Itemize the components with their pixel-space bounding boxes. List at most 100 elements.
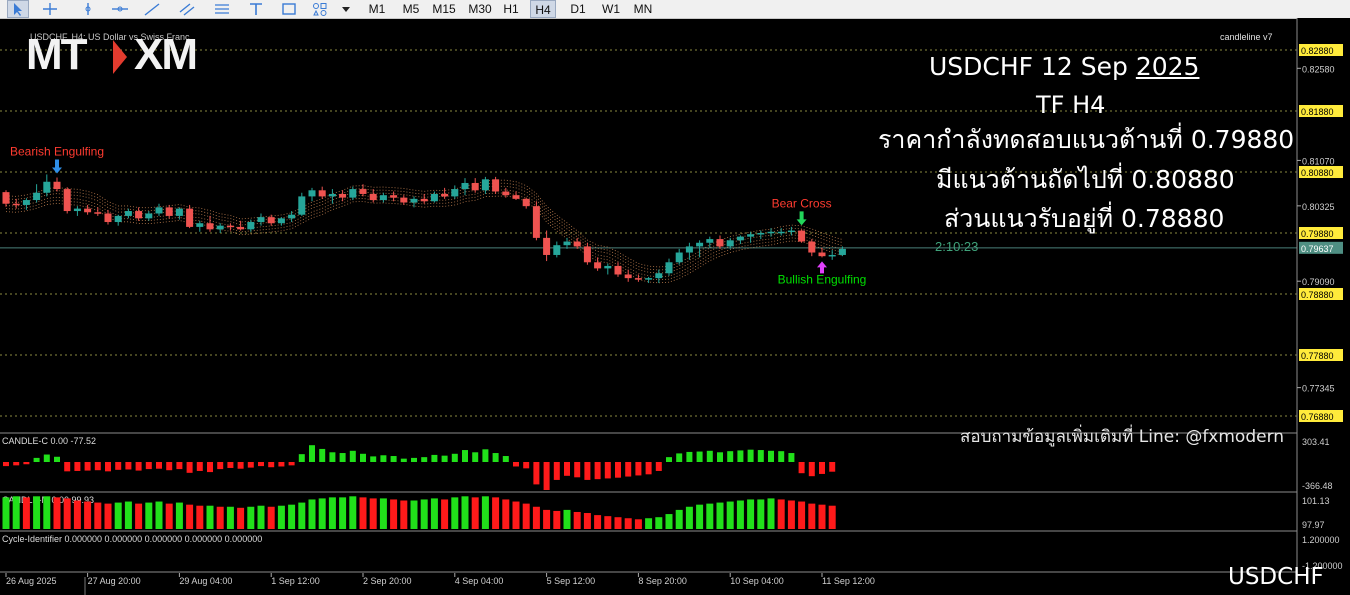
candle-body (430, 193, 438, 202)
candle (553, 241, 561, 258)
trendline-icon[interactable] (142, 1, 162, 17)
candle-m-bar (390, 499, 398, 529)
candle (196, 220, 204, 232)
candle-body (665, 262, 673, 274)
pane-caption: CANDLE-C 0.00 -77.52 (2, 436, 96, 446)
candle-body (277, 218, 285, 224)
candle (624, 269, 632, 282)
candle-m-bar (624, 518, 632, 529)
candle-c-bar (706, 450, 713, 462)
headline: USDCHF 12 Sep 2025 (929, 52, 1199, 81)
candle-c-bar (196, 462, 203, 471)
candle-m-bar (685, 506, 693, 529)
candle-body (43, 181, 51, 193)
candle-body (441, 193, 449, 197)
candle (247, 219, 255, 232)
candle (175, 207, 183, 220)
candle (124, 208, 132, 219)
candle (777, 228, 785, 236)
level-lines (0, 49, 1297, 417)
x-tick-label: 27 Aug 20:00 (88, 576, 141, 586)
timeframe-m1[interactable]: M1 (368, 2, 386, 16)
timeframe-w1[interactable]: W1 (602, 2, 620, 16)
level-price-tag (1299, 227, 1343, 239)
candle-c-bar (207, 462, 213, 473)
candle (155, 203, 163, 216)
candle-c-bar (360, 453, 366, 462)
candle-m-bar (237, 507, 245, 529)
candle (114, 214, 122, 226)
level-price-label: 0.80880 (1301, 168, 1334, 178)
candle-c-bar (411, 457, 417, 462)
candle-c-bar (717, 452, 723, 462)
candle-body (604, 265, 612, 269)
pane-bottom-label: -366.48 (1302, 481, 1333, 491)
candle-body (175, 208, 183, 216)
candle (53, 177, 61, 192)
candle (430, 191, 438, 203)
candle-m-bar (798, 501, 806, 529)
candle-body (492, 179, 500, 192)
candle (298, 192, 306, 216)
pane-bottom-label: 97.97 (1302, 520, 1325, 530)
dropdown-arrow-icon[interactable] (336, 1, 356, 17)
ma-band (5, 179, 843, 268)
candle-c-bar (819, 462, 825, 474)
timeframe-h4[interactable]: H4 (530, 0, 556, 18)
timeframe-m5[interactable]: M5 (402, 2, 420, 16)
timeframe-h1[interactable]: H1 (503, 2, 519, 16)
candle-c-bar (747, 449, 754, 462)
candle-m-bar (696, 504, 704, 529)
candle-m-bar (369, 498, 377, 529)
candle (12, 198, 20, 209)
candle-body (736, 236, 744, 241)
candle-m-bar (563, 509, 571, 529)
level-price-tag (1299, 166, 1343, 178)
timeframe-mn[interactable]: MN (633, 2, 653, 16)
level-price-label: 0.76880 (1301, 412, 1334, 422)
candle (808, 239, 816, 257)
candle (594, 257, 602, 271)
candle-c-bar (727, 451, 734, 462)
horizontal-line-icon[interactable] (110, 1, 130, 17)
timeframe-m30[interactable]: M30 (468, 2, 492, 16)
cursor-icon[interactable] (7, 0, 29, 18)
candle (318, 186, 326, 199)
x-tick-label: 26 Aug 2025 (6, 576, 57, 586)
timeframe-m15[interactable]: M15 (432, 2, 456, 16)
candle-c-bar (696, 451, 703, 462)
logo-divider (113, 40, 127, 74)
level-price-label: 0.79880 (1301, 229, 1334, 239)
candle-m-bar (747, 499, 755, 529)
candle (818, 247, 826, 258)
candle-m-bar (818, 504, 826, 529)
price-chart[interactable]: Bearish Engulfing Bear Cross Bullish Engul… (0, 18, 1350, 595)
candle-body (288, 214, 296, 219)
candle-m-bar (2, 497, 10, 529)
candle-body (94, 212, 102, 214)
headline-year: 2025 (1135, 52, 1200, 81)
channel-icon[interactable] (177, 1, 197, 17)
candle (726, 237, 734, 249)
candle-body (655, 273, 663, 279)
candle-m-bar (145, 502, 153, 529)
objects-icon[interactable] (310, 1, 330, 17)
candle-body (84, 208, 92, 213)
candle-c-bar (145, 462, 152, 470)
current-price-tag (1299, 241, 1343, 254)
candle-c-bar (594, 462, 601, 480)
pane-top-label: 101.13 (1302, 496, 1330, 506)
crosshair-icon[interactable] (40, 1, 60, 17)
candle-body (716, 239, 724, 247)
timeframe-d1[interactable]: D1 (570, 2, 586, 16)
text-icon[interactable] (246, 1, 266, 17)
shapes-icon[interactable] (279, 1, 299, 17)
candle-c-bar (349, 450, 356, 462)
candle-m-bar (828, 505, 836, 529)
candle-body (206, 223, 214, 230)
candle (451, 185, 459, 199)
vertical-line-icon[interactable] (78, 1, 98, 17)
fibonacci-icon[interactable] (212, 1, 232, 17)
candle (543, 230, 551, 262)
candle (583, 242, 591, 265)
